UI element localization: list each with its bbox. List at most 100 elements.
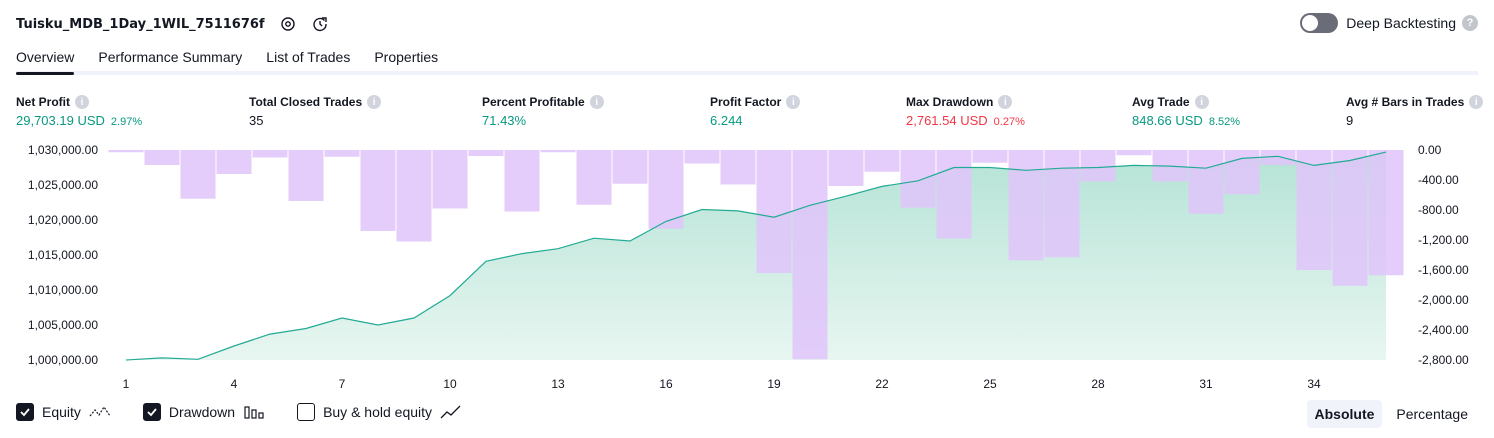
buy-hold-icon — [440, 404, 462, 420]
stat-value: 848.66 USD 8.52% — [1132, 113, 1240, 128]
tab-list-of-trades[interactable]: List of Trades — [266, 49, 351, 65]
strategy-title: Tuisku_MDB_1Day_1WIL_7511676f — [16, 16, 265, 32]
drawdown-bar — [972, 150, 1008, 163]
x-tick-label: 7 — [339, 377, 346, 391]
tab-bar: Overview Performance Summary List of Tra… — [16, 48, 1478, 75]
stat-value: 2,761.54 USD 0.27% — [906, 113, 1025, 128]
legend-drawdown-label: Drawdown — [168, 404, 236, 420]
drawdown-bar — [1008, 150, 1044, 261]
x-tick-label: 4 — [231, 377, 238, 391]
x-tick-label: 22 — [875, 377, 889, 391]
stat-label: Avg # Bars in Trades i — [1346, 94, 1484, 110]
legend-equity[interactable]: Equity — [16, 403, 111, 421]
stat-pct: 8.52% — [1208, 116, 1241, 128]
info-icon[interactable]: i — [1194, 95, 1209, 109]
y-right-tick-label: -2,800.00 — [1418, 353, 1469, 367]
mode-absolute[interactable]: Absolute — [1306, 400, 1383, 428]
x-tick-label: 1 — [123, 377, 130, 391]
stat-label: Total Closed Trades i — [249, 94, 382, 110]
stat-value-text: 35 — [249, 113, 264, 128]
y-right-tick-label: 0.00 — [1418, 143, 1442, 157]
tab-overview[interactable]: Overview — [16, 48, 75, 75]
info-icon[interactable]: i — [786, 95, 801, 109]
drawdown-bar — [108, 150, 144, 153]
drawdown-bar — [144, 150, 180, 165]
stat-label-text: Avg # Bars in Trades — [1346, 95, 1465, 109]
y-right-tick-label: -400.00 — [1418, 173, 1459, 187]
drawdown-bar — [1116, 150, 1152, 156]
y-right-tick-label: -1,600.00 — [1418, 263, 1469, 277]
x-tick-label: 16 — [659, 377, 673, 391]
stat-avg-bars: Avg # Bars in Trades i 9 — [1346, 94, 1484, 128]
legend-drawdown[interactable]: Drawdown — [142, 403, 265, 421]
y-left-tick-label: 1,010,000.00 — [28, 283, 98, 297]
drawdown-bar — [900, 150, 936, 208]
drawdown-bar — [396, 150, 432, 242]
settings-icon[interactable] — [279, 15, 297, 33]
drawdown-bar — [1260, 150, 1296, 165]
info-icon[interactable]: i — [589, 95, 604, 109]
drawdown-bar — [1224, 150, 1260, 195]
help-icon[interactable]: ? — [1462, 15, 1478, 31]
tab-properties[interactable]: Properties — [374, 49, 439, 65]
stat-label: Percent Profitable i — [482, 94, 604, 110]
x-tick-label: 10 — [443, 377, 457, 391]
drawdown-bar — [1368, 150, 1404, 276]
replay-icon[interactable] — [311, 15, 329, 33]
equity-drawdown-chart[interactable]: 1,000,000.00 1,005,000.00 1,010,000.00 1,01… — [0, 136, 1494, 396]
toggle-knob — [1302, 15, 1319, 31]
deep-backtesting-toggle[interactable] — [1300, 13, 1339, 33]
info-icon[interactable]: i — [1469, 95, 1484, 109]
chart-legend: Equity Drawdown Buy & hold equity — [16, 403, 494, 421]
drawdown-bar — [828, 150, 864, 186]
info-icon[interactable]: i — [998, 95, 1013, 109]
legend-buy-hold-label: Buy & hold equity — [323, 404, 433, 420]
y-left-tick-label: 1,005,000.00 — [28, 318, 98, 332]
tab-performance-summary[interactable]: Performance Summary — [98, 49, 243, 65]
equity-checkbox[interactable] — [16, 403, 34, 421]
stat-total-closed-trades: Total Closed Trades i 35 — [249, 94, 382, 128]
legend-buy-hold[interactable]: Buy & hold equity — [297, 403, 462, 421]
drawdown-bar — [360, 150, 396, 231]
deep-backtesting: Deep Backtesting ? — [1300, 13, 1478, 33]
mode-switcher: Absolute Percentage — [1301, 400, 1477, 428]
stat-label: Avg Trade i — [1132, 94, 1240, 110]
mode-percentage[interactable]: Percentage — [1396, 406, 1468, 422]
stat-label-text: Profit Factor — [710, 95, 782, 109]
stat-label: Max Drawdown i — [906, 94, 1025, 110]
stat-value: 9 — [1346, 113, 1483, 128]
stat-label-text: Total Closed Trades — [249, 95, 363, 109]
y-right-tick-label: -800.00 — [1418, 203, 1459, 217]
stat-label: Net Profit i — [16, 94, 142, 110]
drawdown-bar — [504, 150, 540, 212]
drawdown-bar — [540, 150, 576, 153]
deep-backtesting-label: Deep Backtesting — [1346, 15, 1456, 31]
drawdown-bar — [1332, 150, 1368, 286]
x-tick-label: 34 — [1307, 377, 1321, 391]
y-right-tick-label: -2,000.00 — [1418, 293, 1469, 307]
x-tick-label: 19 — [767, 377, 781, 391]
stat-value-text: 848.66 USD — [1132, 113, 1203, 128]
drawdown-bar — [216, 150, 252, 174]
drawdown-checkbox[interactable] — [142, 403, 161, 421]
stat-value: 71.43% — [482, 113, 604, 128]
drawdown-bar — [792, 150, 828, 360]
drawdown-bar — [252, 150, 288, 158]
drawdown-bar — [756, 150, 792, 273]
drawdown-bar — [432, 150, 468, 209]
info-icon[interactable]: i — [367, 95, 382, 109]
buy-hold-checkbox[interactable] — [297, 403, 316, 421]
equity-line — [125, 151, 1387, 361]
stat-net-profit: Net Profit i 29,703.19 USD 2.97% — [16, 94, 142, 128]
info-icon[interactable]: i — [75, 95, 89, 109]
legend-equity-label: Equity — [42, 404, 81, 420]
stat-label-text: Net Profit — [16, 95, 70, 109]
y-left-tick-label: 1,025,000.00 — [28, 178, 98, 192]
stat-value: 29,703.19 USD 2.97% — [16, 113, 142, 128]
stat-max-drawdown: Max Drawdown i 2,761.54 USD 0.27% — [906, 94, 1025, 128]
drawdown-bar — [612, 150, 648, 184]
x-tick-label: 28 — [1091, 377, 1105, 391]
equity-icon — [89, 404, 111, 420]
x-tick-label: 13 — [551, 377, 565, 391]
y-right-tick-label: -1,200.00 — [1418, 233, 1469, 247]
